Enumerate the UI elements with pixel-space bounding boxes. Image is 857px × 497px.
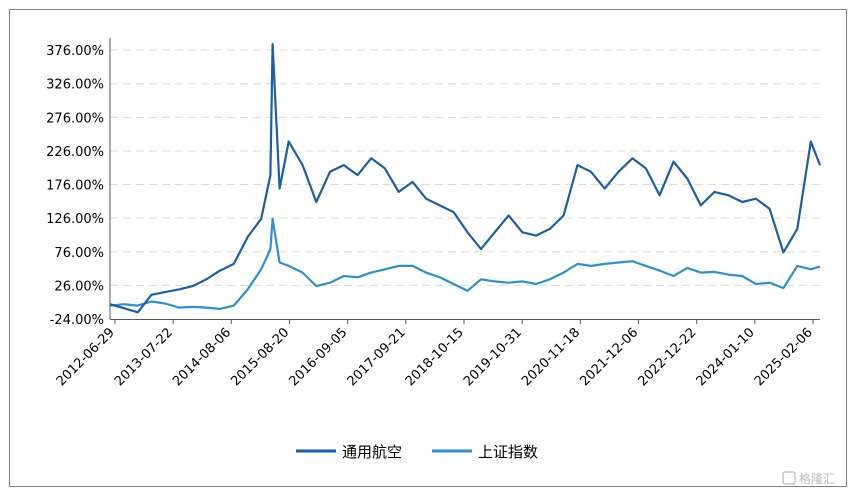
watermark-text: 格隆汇 <box>799 471 835 486</box>
y-tick-label: 76.00% <box>54 246 104 261</box>
y-tick-label: 226.00% <box>46 145 104 160</box>
legend-label-2: 上证指数 <box>478 443 538 461</box>
y-tick-label: 126.00% <box>46 212 104 227</box>
chart-frame <box>9 9 847 487</box>
x-tick-label: 2016-09-05 <box>286 325 350 389</box>
x-tick-label: 2013-07-22 <box>112 325 176 389</box>
y-tick-label: -24.00% <box>50 313 104 328</box>
x-tick-label: 2018-10-15 <box>403 325 467 389</box>
y-tick-label: 376.00% <box>46 44 104 59</box>
series-line-1 <box>109 42 822 314</box>
x-tick-label: 2014-08-06 <box>170 325 234 389</box>
y-tick-label: 176.00% <box>46 179 104 194</box>
watermark-logo-icon <box>782 471 796 485</box>
legend-label-1: 通用航空 <box>342 443 402 461</box>
x-tick-label: 2025-02-06 <box>752 325 816 389</box>
x-tick-label: 2022-12-22 <box>635 325 699 389</box>
x-tick-label: 2024-01-10 <box>694 325 758 389</box>
x-tick-label: 2019-10-31 <box>461 325 525 389</box>
y-tick-label: 276.00% <box>46 111 104 126</box>
y-tick-label: 26.00% <box>54 279 104 294</box>
x-tick-label: 2020-11-18 <box>519 325 583 389</box>
series-line-2 <box>109 217 821 310</box>
x-tick-label: 2021-12-06 <box>577 325 641 389</box>
x-tick-label: 2017-09-21 <box>345 325 409 389</box>
x-tick-label: 2015-08-20 <box>228 325 292 389</box>
y-tick-label: 326.00% <box>46 78 104 93</box>
x-tick-label: 2012-06-29 <box>54 325 118 389</box>
